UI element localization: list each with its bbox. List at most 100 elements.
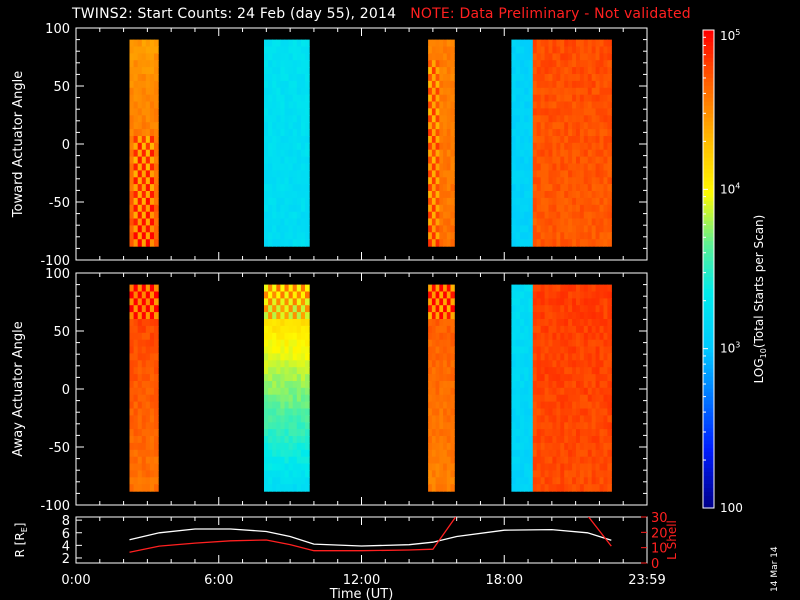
heat-cell (280, 197, 286, 206)
heat-cell (145, 367, 151, 375)
heat-cell (129, 53, 135, 61)
heat-cell (536, 470, 542, 478)
heat-cell (511, 332, 517, 341)
heat-cell (272, 284, 277, 293)
heat-cell (536, 204, 542, 213)
heat-cell (607, 191, 612, 199)
heat-cell (587, 422, 593, 430)
heat-cell (576, 360, 581, 368)
heat-cell (268, 298, 273, 306)
heat-cell (431, 332, 437, 341)
heat-cell (284, 429, 290, 437)
heat-cell (548, 218, 553, 226)
heat-cell (579, 136, 585, 144)
heat-cell (536, 463, 542, 471)
heat-cell (272, 387, 277, 396)
heat-cell (524, 191, 530, 199)
heat-cell (133, 170, 139, 178)
colorbar-slice (703, 376, 714, 382)
heat-cell (129, 211, 135, 220)
heat-cell (544, 312, 550, 320)
heat-cell (133, 339, 139, 348)
heat-cell (532, 463, 538, 471)
heat-cell (145, 346, 151, 354)
heat-cell (515, 284, 521, 293)
heat-cell (428, 387, 433, 396)
colorbar-slice (703, 173, 714, 178)
heat-cell (446, 67, 452, 75)
colorbar-slice (703, 348, 714, 354)
heat-cell (515, 39, 521, 48)
heat-cell (431, 60, 437, 68)
heat-cell (511, 191, 517, 199)
colorbar-slice (703, 181, 714, 186)
heat-cell (548, 239, 553, 247)
heat-cell (443, 101, 448, 109)
heat-cell (133, 74, 139, 82)
heat-cell (443, 239, 448, 247)
heat-cell (145, 339, 151, 348)
heat-cell (450, 74, 455, 82)
heat-cell (284, 170, 290, 178)
heat-cell (305, 284, 310, 293)
heat-cell (154, 60, 159, 68)
heat-cell (599, 218, 604, 226)
heat-cell (300, 339, 306, 348)
heat-cell (292, 449, 298, 458)
heat-cell (548, 67, 553, 75)
heat-cell (450, 298, 455, 306)
heat-cell (284, 191, 290, 199)
heat-cell (524, 156, 530, 165)
heat-cell (548, 401, 553, 410)
heat-cell (556, 353, 561, 361)
heat-cell (587, 129, 593, 137)
y-tick-label-right: 10 (651, 542, 668, 557)
colorbar-slice (703, 265, 714, 270)
heat-cell (133, 387, 139, 396)
heat-cell (137, 394, 143, 403)
heat-cell (450, 422, 455, 430)
heat-cell (607, 122, 612, 130)
heat-cell (568, 136, 573, 144)
heat-cell (288, 408, 294, 416)
heat-cell (552, 436, 557, 444)
heat-cell (428, 312, 433, 320)
heat-cell (603, 484, 608, 492)
heat-cell (154, 484, 159, 492)
heat-cell (579, 456, 585, 465)
heat-cell (296, 87, 302, 96)
heat-cell (603, 449, 608, 458)
heat-cell (296, 346, 302, 354)
heat-cell (292, 225, 298, 233)
heat-cell (536, 305, 542, 313)
heat-cell (552, 374, 557, 382)
heat-cell (564, 53, 569, 61)
heat-cell (439, 436, 444, 444)
heat-cell (292, 136, 298, 144)
heat-cell (583, 74, 589, 82)
heat-cell (515, 298, 521, 306)
heat-cell (300, 108, 306, 116)
heat-cell (591, 142, 597, 151)
heat-cell (515, 232, 521, 240)
heat-cell (296, 39, 302, 48)
heat-cell (540, 374, 546, 382)
heat-cell (556, 456, 561, 465)
heat-cell (548, 319, 553, 327)
heat-cell (579, 101, 585, 109)
heat-cell (137, 46, 143, 54)
heat-cell (288, 191, 294, 199)
heat-cell (528, 401, 534, 410)
heat-cell (296, 129, 302, 137)
heat-cell (446, 381, 452, 389)
heat-cell (154, 422, 159, 430)
colorbar-slice (703, 81, 714, 87)
heat-cell (595, 312, 601, 320)
heat-cell (560, 74, 565, 82)
heat-cell (548, 211, 553, 220)
heat-cell (439, 298, 444, 306)
heat-cell (532, 346, 538, 354)
heat-cell (552, 163, 557, 171)
heat-cell (520, 477, 525, 485)
heat-cell (443, 67, 448, 75)
